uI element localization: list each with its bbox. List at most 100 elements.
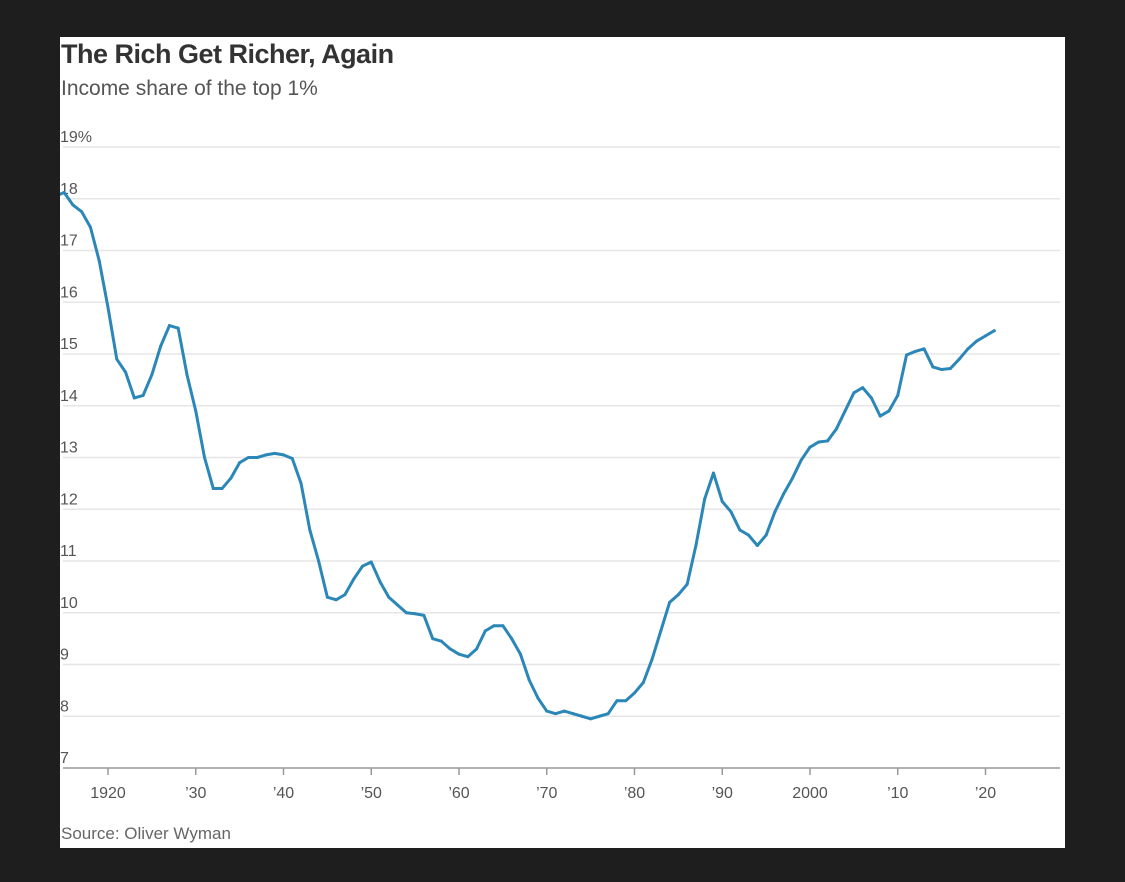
data-point: [597, 714, 601, 718]
data-point: [650, 657, 654, 661]
data-point: [773, 510, 777, 514]
data-point: [185, 373, 189, 377]
data-point: [448, 647, 452, 651]
data-point: [536, 696, 540, 700]
data-point: [694, 543, 698, 547]
line-chart: 7 8 9 10 11 12 13 14 15 16 17 18 19% 1920 ’30 ’40 ’50 ’6…: [60, 129, 1060, 802]
data-point: [88, 225, 92, 229]
y-tick-label: 17: [60, 233, 78, 250]
y-tick-label: 9: [60, 647, 69, 664]
data-point: [729, 510, 733, 514]
data-point: [799, 458, 803, 462]
data-point: [501, 624, 505, 628]
data-point: [396, 603, 400, 607]
data-point: [387, 595, 391, 599]
data-point: [633, 691, 636, 695]
data-point: [931, 365, 935, 369]
y-tick-label: 12: [60, 491, 78, 508]
data-point: [826, 439, 830, 443]
y-tick-label: 10: [60, 595, 78, 612]
data-point: [571, 712, 575, 716]
data-point: [211, 487, 215, 491]
data-point: [510, 637, 514, 641]
data-point: [325, 595, 329, 599]
data-point: [808, 445, 812, 449]
x-tick-label: ’60: [448, 785, 469, 802]
data-point: [264, 453, 268, 457]
data-point: [115, 357, 119, 361]
data-point: [106, 305, 110, 309]
y-tick-label: 19%: [60, 129, 92, 146]
data-point: [782, 492, 786, 496]
data-point: [843, 409, 847, 413]
data-point: [176, 326, 180, 330]
y-tick-label: 15: [60, 336, 78, 353]
data-point: [159, 344, 163, 348]
x-tick-label: ’50: [361, 785, 382, 802]
data-point: [62, 191, 66, 195]
data-point: [483, 629, 487, 633]
data-point: [676, 593, 680, 597]
data-point: [194, 409, 198, 413]
x-tick-label: ’80: [624, 785, 645, 802]
data-point: [562, 709, 566, 713]
x-tick-label: ’30: [185, 785, 206, 802]
data-point: [545, 709, 549, 713]
data-point: [869, 396, 873, 400]
data-point: [80, 210, 84, 214]
data-point: [431, 637, 435, 641]
data-point: [203, 456, 207, 459]
data-point: [413, 612, 417, 616]
data-point: [422, 613, 426, 617]
data-point: [913, 349, 917, 353]
data-point: [475, 647, 479, 651]
y-tick-label: 13: [60, 440, 78, 457]
data-point: [861, 386, 865, 390]
data-point: [703, 497, 707, 501]
y-tick-label: 16: [60, 284, 78, 301]
data-point: [299, 481, 303, 485]
y-tick-label: 7: [60, 750, 69, 767]
data-point: [624, 699, 628, 703]
data-point: [790, 476, 794, 480]
y-tick-label: 8: [60, 698, 69, 715]
data-point: [834, 427, 838, 431]
x-tick-label: ’40: [273, 785, 294, 802]
data-point: [747, 533, 751, 537]
data-point: [554, 712, 558, 716]
data-point: [940, 368, 944, 372]
data-point: [71, 203, 75, 207]
data-point: [220, 487, 224, 491]
data-point: [238, 461, 242, 465]
data-point: [229, 476, 233, 480]
data-point: [738, 528, 742, 532]
data-point: [492, 624, 496, 628]
x-tick-label: ’90: [712, 785, 733, 802]
data-point: [896, 393, 900, 397]
data-point: [615, 699, 619, 703]
y-axis-tick-labels: 7 8 9 10 11 12 13 14 15 16 17 18 19%: [60, 129, 92, 767]
gridlines: [63, 146, 1060, 717]
data-point: [167, 324, 171, 328]
x-axis: [63, 767, 1060, 775]
data-point: [308, 528, 312, 532]
data-point: [984, 334, 987, 338]
x-tick-label: ’20: [975, 785, 996, 802]
data-point: [466, 655, 470, 659]
data-point: [957, 357, 961, 361]
data-point: [992, 329, 996, 333]
y-tick-label: 11: [60, 543, 77, 560]
data-point: [755, 543, 759, 547]
source-note: Source: Oliver Wyman: [61, 824, 231, 843]
data-point: [439, 639, 443, 643]
x-tick-label: 1920: [90, 785, 126, 802]
data-point: [246, 456, 250, 459]
y-tick-label: 18: [60, 181, 78, 198]
data-point: [817, 440, 821, 444]
data-point: [668, 600, 672, 604]
data-point: [360, 564, 364, 568]
data-point: [905, 353, 909, 357]
data-point: [852, 391, 856, 395]
data-point: [457, 652, 461, 656]
chart-subtitle: Income share of the top 1%: [61, 77, 318, 100]
